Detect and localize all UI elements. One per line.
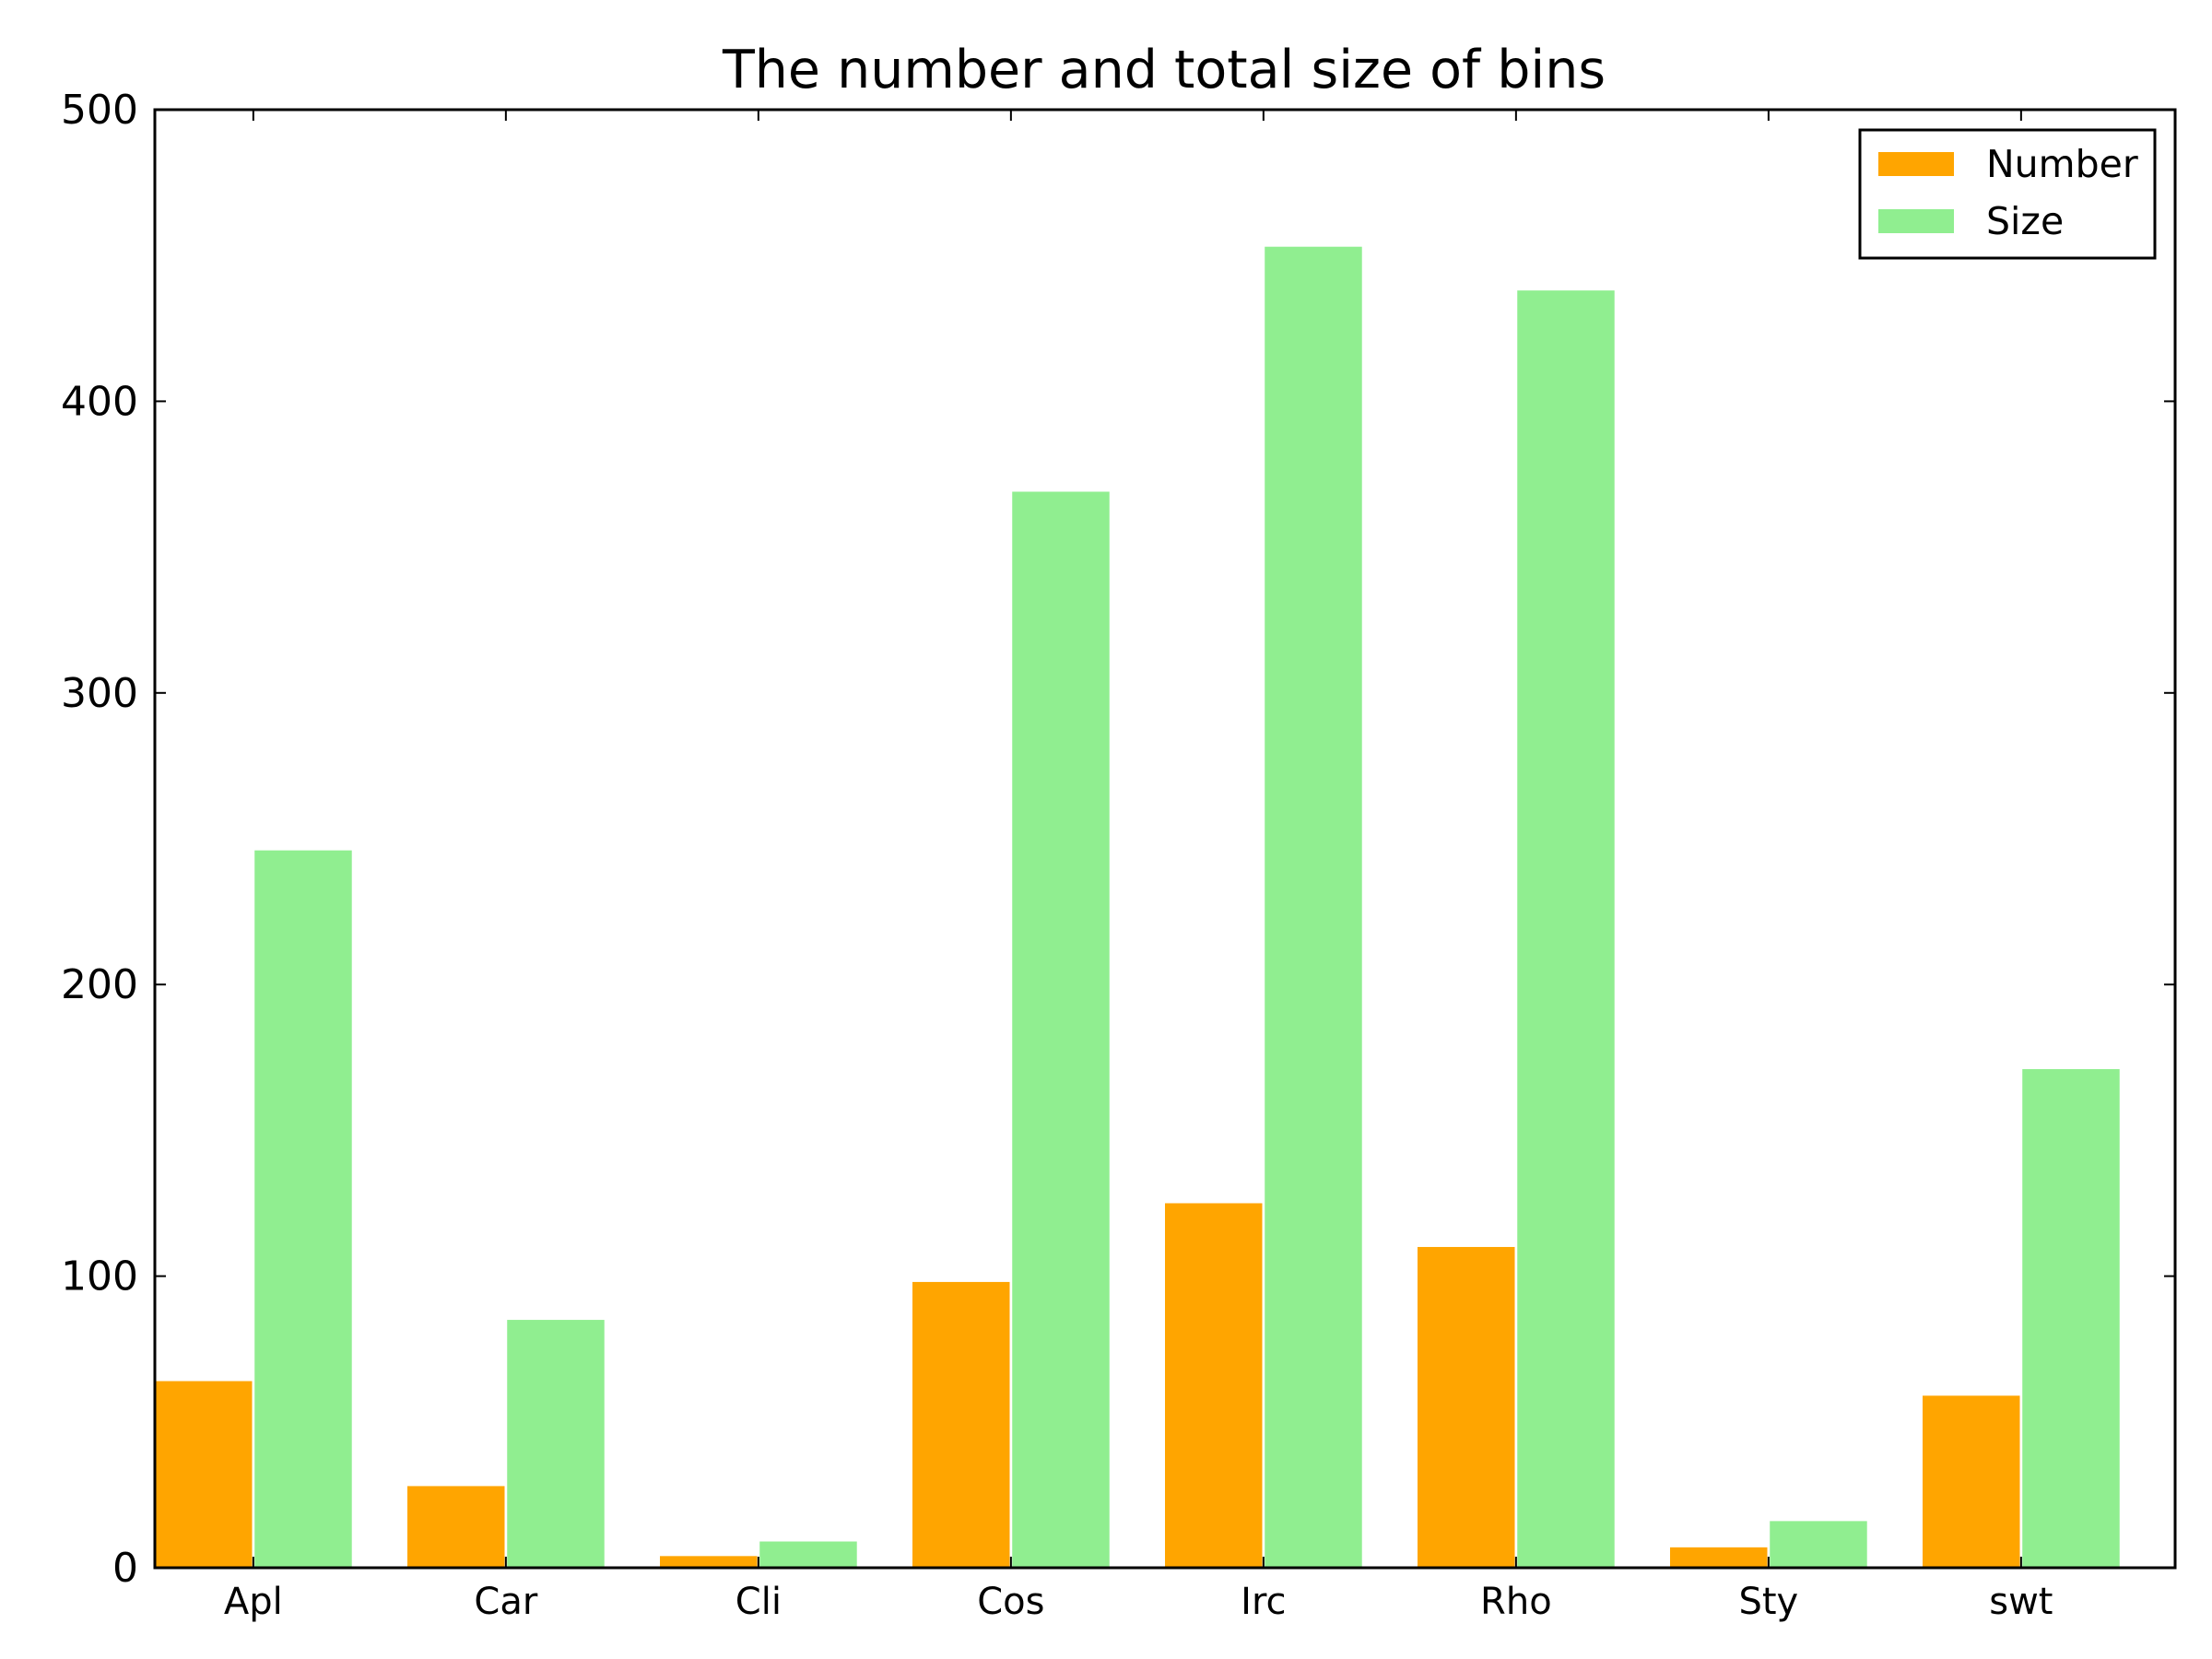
x-tick-label-rho: Rho — [1480, 1581, 1552, 1623]
y-tick-label: 200 — [61, 961, 138, 1008]
legend-label-number: Number — [1986, 142, 2138, 186]
legend-frame — [1858, 128, 2157, 260]
x-tick-label-apl: Apl — [224, 1581, 283, 1623]
y-tick-label: 0 — [112, 1545, 138, 1592]
bar-number-car — [407, 1486, 505, 1568]
bar-number-cos — [912, 1281, 1010, 1568]
y-tick-label: 300 — [61, 670, 138, 717]
legend-swatch-number — [1878, 152, 1954, 176]
legend-swatch-size — [1878, 209, 1954, 233]
x-tick-label-car: Car — [474, 1581, 537, 1623]
bar-size-irc — [1265, 246, 1362, 1569]
y-tick-label: 500 — [61, 87, 138, 134]
legend: Number Size — [1858, 128, 2157, 260]
y-axis-tick-labels: 0 100 200 300 400 500 — [61, 87, 138, 1592]
bar-size-sty — [1770, 1521, 1867, 1568]
x-tick-label-cos: Cos — [977, 1581, 1044, 1623]
x-tick-label-swt: swt — [1989, 1581, 2053, 1623]
bar-size-cos — [1012, 491, 1110, 1568]
y-tick-label: 400 — [61, 378, 138, 425]
x-tick-label-cli: Cli — [735, 1581, 782, 1623]
x-axis-tick-labels: Apl Car Cli Cos Irc Rho Sty swt — [224, 1581, 2053, 1623]
bar-number-irc — [1165, 1203, 1263, 1568]
bar-number-swt — [1923, 1395, 2020, 1568]
ticks-layer — [155, 109, 2175, 1569]
bar-number-rho — [1418, 1246, 1515, 1568]
x-tick-label-sty: Sty — [1738, 1581, 1798, 1623]
y-tick-label: 100 — [61, 1253, 138, 1300]
bar-number-cli — [660, 1556, 758, 1568]
bar-size-cli — [759, 1541, 857, 1568]
chart-title: The number and total size of bins — [722, 40, 1606, 100]
bar-number-sty — [1670, 1547, 1768, 1568]
bar-number-apl — [155, 1381, 253, 1568]
bar-size-car — [507, 1320, 605, 1568]
plot-area-frame — [153, 108, 2177, 1570]
x-tick-label-irc: Irc — [1241, 1581, 1286, 1623]
bar-size-rho — [1517, 290, 1615, 1568]
legend-label-size: Size — [1986, 199, 2064, 243]
bar-size-apl — [254, 850, 352, 1568]
bar-size-swt — [2022, 1068, 2120, 1568]
bars-layer — [155, 246, 2120, 1569]
